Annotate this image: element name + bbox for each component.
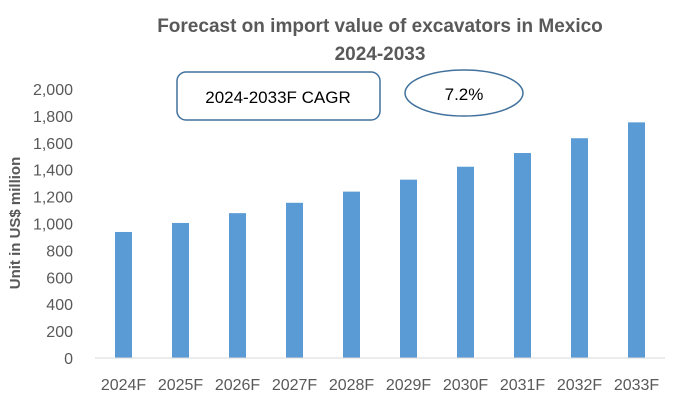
bar-2027F — [286, 202, 303, 358]
cagr-value: 7.2% — [445, 85, 484, 104]
x-tick-label: 2030F — [443, 377, 489, 394]
bar-2028F — [343, 191, 360, 358]
x-tick-label: 2031F — [500, 377, 546, 394]
cagr-label: 2024-2033F CAGR — [205, 88, 351, 107]
y-tick-label: 1,400 — [33, 163, 73, 180]
y-tick-label: 200 — [46, 324, 73, 341]
y-tick-label: 1,000 — [33, 217, 73, 234]
y-axis-label: Unit in US$ million — [7, 157, 24, 290]
bar-2030F — [457, 166, 474, 358]
bar-2026F — [229, 213, 246, 358]
y-tick-label: 0 — [64, 351, 73, 368]
x-tick-label: 2025F — [158, 377, 204, 394]
bar-2031F — [514, 153, 531, 358]
y-tick-label: 2,000 — [33, 82, 73, 99]
x-tick-label: 2024F — [101, 377, 147, 394]
y-tick-label: 1,800 — [33, 109, 73, 126]
x-tick-label: 2029F — [386, 377, 432, 394]
x-tick-label: 2032F — [557, 377, 603, 394]
x-tick-label: 2027F — [272, 377, 318, 394]
y-tick-label: 1,200 — [33, 190, 73, 207]
cagr-label-box — [176, 71, 381, 121]
x-tick-label: 2033F — [614, 377, 660, 394]
y-tick-label: 1,600 — [33, 136, 73, 153]
bar-2032F — [571, 138, 588, 358]
bar-2029F — [400, 179, 417, 358]
y-tick-label: 600 — [46, 270, 73, 287]
y-tick-label: 400 — [46, 297, 73, 314]
bar-2025F — [172, 222, 189, 358]
cagr-value-ellipse — [404, 69, 524, 117]
bar-2033F — [628, 122, 645, 358]
x-tick-label: 2026F — [215, 377, 261, 394]
bar-2024F — [115, 231, 132, 358]
chart-title: Forecast on import value of excavators i… — [157, 16, 603, 37]
y-tick-label: 800 — [46, 243, 73, 260]
chart-subtitle: 2024-2033 — [335, 44, 426, 65]
x-tick-label: 2028F — [329, 377, 375, 394]
